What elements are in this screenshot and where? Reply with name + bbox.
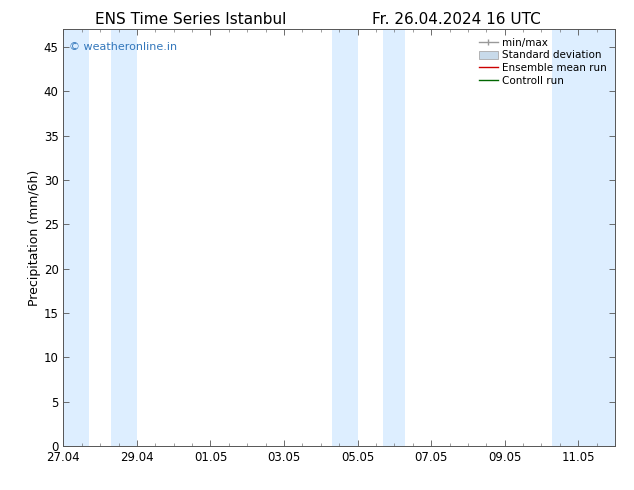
Legend: min/max, Standard deviation, Ensemble mean run, Controll run: min/max, Standard deviation, Ensemble me… [476, 35, 610, 89]
Bar [552, 29, 615, 446]
Bar [63, 29, 89, 446]
Bar [332, 29, 358, 446]
Text: © weatheronline.in: © weatheronline.in [69, 42, 177, 52]
Text: ENS Time Series Istanbul: ENS Time Series Istanbul [94, 12, 286, 27]
Bar [111, 29, 137, 446]
Y-axis label: Precipitation (mm/6h): Precipitation (mm/6h) [28, 170, 41, 306]
Text: Fr. 26.04.2024 16 UTC: Fr. 26.04.2024 16 UTC [372, 12, 541, 27]
Bar [384, 29, 405, 446]
